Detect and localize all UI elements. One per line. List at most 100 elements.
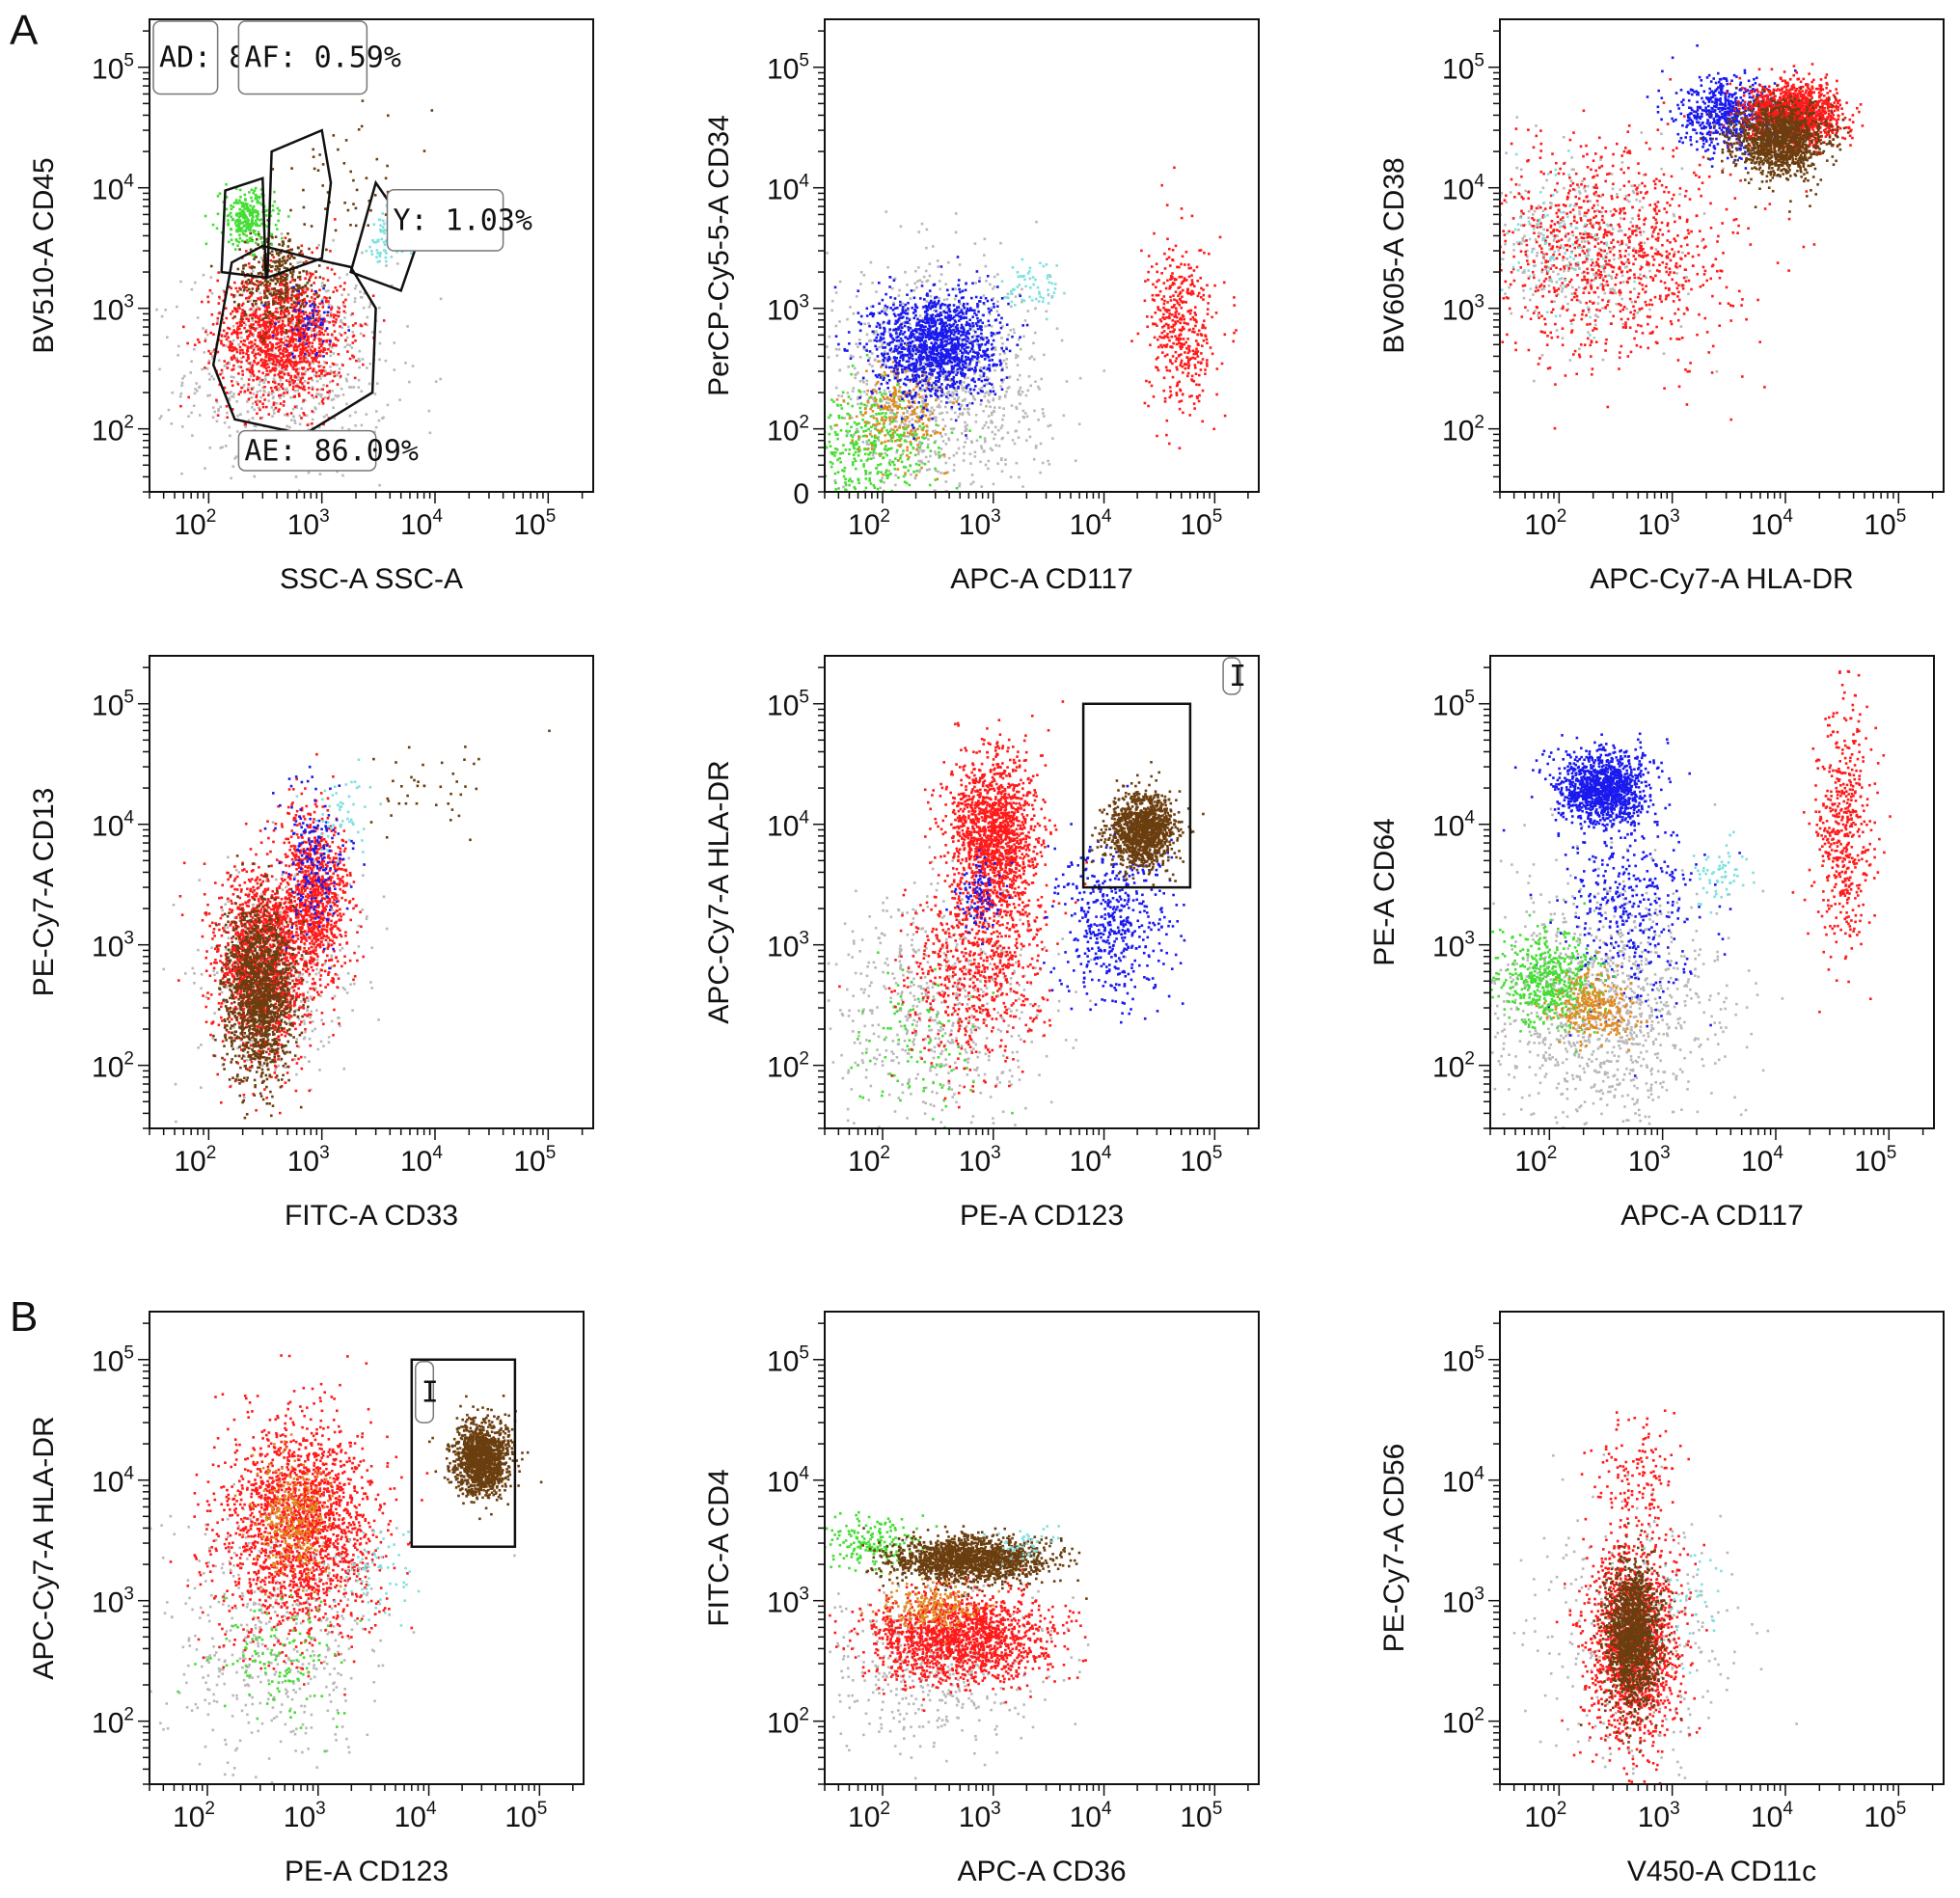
data-point xyxy=(917,420,921,422)
data-point xyxy=(273,292,276,296)
data-point xyxy=(944,443,948,446)
data-point xyxy=(921,317,925,320)
data-point xyxy=(931,388,934,391)
data-point xyxy=(230,215,233,219)
data-point xyxy=(243,220,247,224)
data-point xyxy=(326,391,330,393)
data-point xyxy=(341,321,344,325)
data-point xyxy=(961,399,965,402)
data-point xyxy=(1034,331,1037,335)
data-point xyxy=(926,446,930,449)
data-point xyxy=(254,312,258,314)
data-point xyxy=(272,208,275,212)
data-point xyxy=(936,477,939,481)
data-point xyxy=(252,393,255,395)
data-point xyxy=(874,451,878,455)
data-point xyxy=(359,290,362,293)
data-point xyxy=(238,227,242,230)
data-point xyxy=(366,315,369,319)
data-point xyxy=(875,413,878,416)
data-point xyxy=(247,397,251,401)
data-point xyxy=(926,279,930,283)
data-point xyxy=(265,214,268,217)
data-point xyxy=(301,376,305,380)
data-point xyxy=(242,285,245,287)
data-point xyxy=(276,279,280,282)
data-point xyxy=(897,294,901,297)
data-point xyxy=(920,408,924,411)
data-point xyxy=(863,322,866,326)
data-point xyxy=(198,414,202,417)
data-point xyxy=(297,367,301,371)
data-point xyxy=(275,274,279,278)
data-point xyxy=(318,313,322,317)
data-point xyxy=(257,196,259,199)
data-point xyxy=(327,394,331,398)
data-point xyxy=(905,343,909,347)
data-point xyxy=(904,472,907,474)
data-point xyxy=(324,311,328,313)
data-point xyxy=(284,283,287,286)
data-point xyxy=(835,386,838,390)
data-point xyxy=(848,447,852,451)
data-point xyxy=(976,303,979,306)
data-point xyxy=(851,463,855,467)
data-point xyxy=(299,292,303,295)
data-point xyxy=(227,224,230,227)
data-point xyxy=(881,393,884,396)
data-point xyxy=(935,382,938,385)
data-point xyxy=(278,394,281,397)
data-point xyxy=(235,239,238,243)
data-point xyxy=(260,274,264,277)
data-point xyxy=(305,302,308,305)
data-point xyxy=(312,316,314,319)
data-point xyxy=(271,265,274,268)
y-axis-title: BV510-A CD45 xyxy=(28,157,60,353)
data-point xyxy=(385,264,388,267)
data-point xyxy=(289,344,292,347)
data-point xyxy=(1035,220,1038,224)
data-point xyxy=(868,433,872,436)
data-point xyxy=(277,349,281,352)
data-point xyxy=(336,470,339,474)
data-point xyxy=(846,402,850,405)
data-point xyxy=(340,326,343,330)
data-point xyxy=(936,405,939,409)
data-point xyxy=(320,318,323,321)
data-point xyxy=(909,322,912,326)
data-point xyxy=(907,424,910,428)
data-point xyxy=(876,437,880,440)
data-point xyxy=(263,377,267,381)
data-point xyxy=(274,277,278,281)
data-point xyxy=(280,306,284,309)
data-point xyxy=(266,335,269,339)
data-point xyxy=(277,365,281,368)
data-point xyxy=(271,168,275,171)
data-point xyxy=(330,398,334,401)
data-point xyxy=(1003,395,1007,398)
data-point xyxy=(209,264,213,268)
data-point xyxy=(242,355,245,359)
data-point xyxy=(952,380,956,383)
data-point xyxy=(939,431,941,435)
data-point xyxy=(248,368,251,372)
data-point xyxy=(220,368,224,372)
data-point xyxy=(255,302,258,306)
data-point xyxy=(351,354,354,358)
data-point xyxy=(270,406,274,409)
data-point xyxy=(287,323,290,326)
data-point xyxy=(1078,376,1082,380)
y-tick-label: 103 xyxy=(92,292,134,327)
data-point xyxy=(370,253,374,256)
data-point xyxy=(314,270,317,273)
population-green xyxy=(204,183,290,257)
data-point xyxy=(907,307,910,311)
data-point xyxy=(306,315,309,318)
data-point xyxy=(947,362,951,366)
data-point xyxy=(883,357,886,360)
data-point xyxy=(966,309,969,312)
data-point xyxy=(961,368,965,372)
data-point xyxy=(888,391,891,393)
data-point xyxy=(297,289,300,293)
data-point xyxy=(354,224,358,228)
